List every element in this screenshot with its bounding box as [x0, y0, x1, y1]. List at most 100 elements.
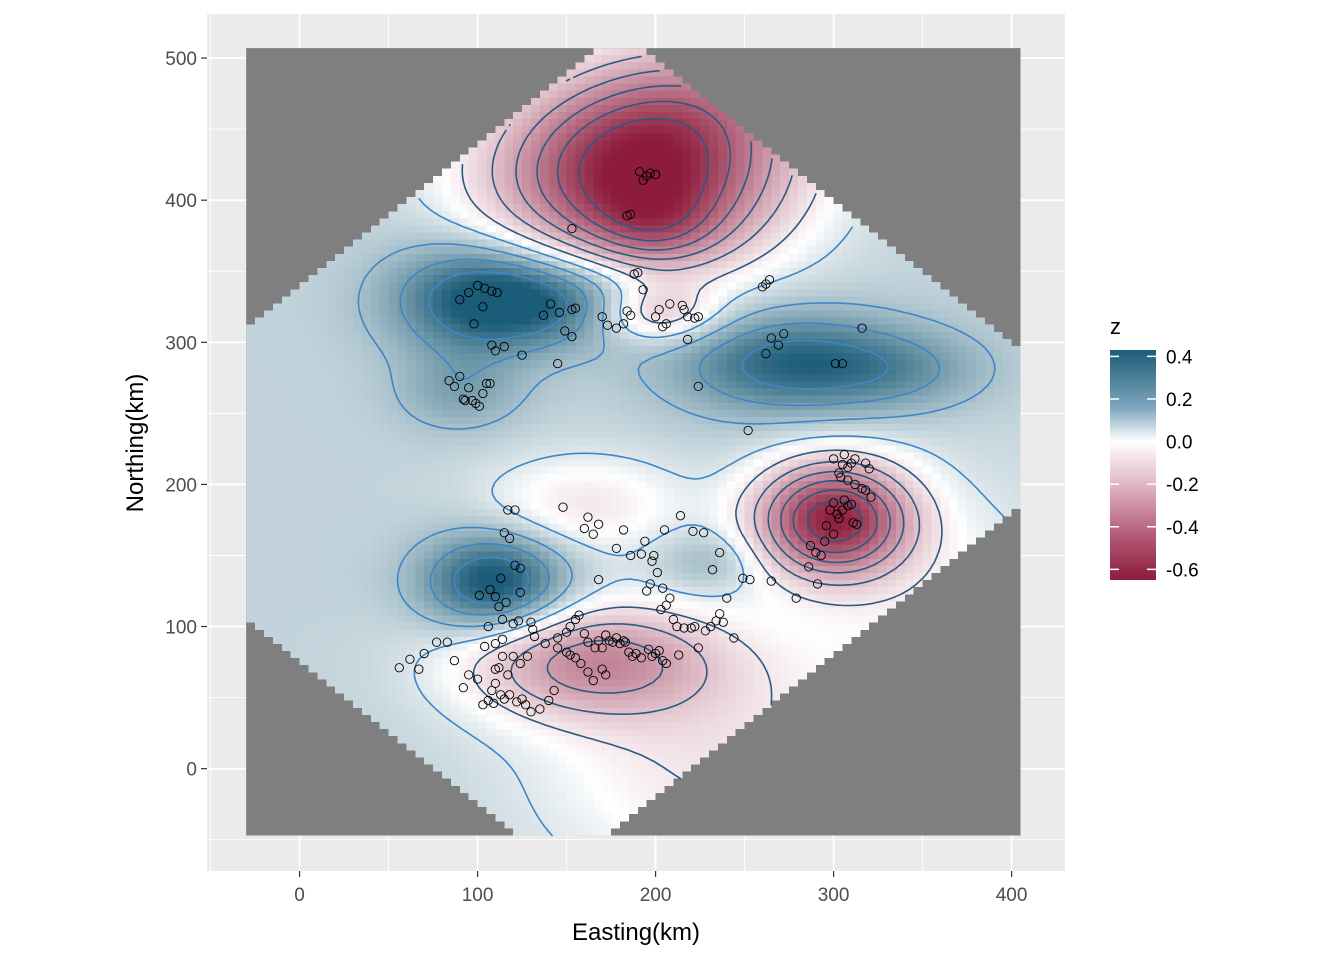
observation-point [654, 646, 664, 656]
observation-point [843, 475, 853, 485]
observation-point [839, 495, 849, 505]
observation-point [588, 529, 598, 539]
observation-point [821, 520, 832, 531]
observation-point [860, 458, 871, 468]
observation-point [490, 346, 501, 356]
observation-point [455, 371, 465, 382]
y-tick-label: 400 [165, 191, 197, 212]
contour-line [357, 243, 996, 628]
y-axis-title: Northing(km) [122, 374, 149, 513]
observation-point [471, 398, 481, 409]
x-tick-label: 100 [462, 885, 494, 906]
observation-point [812, 579, 823, 589]
observation-point [626, 209, 636, 220]
observation-point [645, 168, 655, 178]
legend-colorbar [1110, 350, 1156, 580]
observation-point [620, 637, 630, 647]
observation-point [487, 685, 497, 696]
x-tick-label: 200 [640, 885, 672, 906]
legend-label: 0.2 [1166, 390, 1192, 411]
observation-point [627, 651, 638, 662]
observation-point [394, 663, 404, 673]
contour-line [428, 271, 889, 605]
observation-point [529, 631, 540, 642]
observation-point [593, 574, 604, 585]
observation-point [828, 529, 839, 539]
observation-point [478, 302, 488, 312]
observation-point [615, 638, 625, 649]
observation-point [485, 584, 495, 595]
observation-point [553, 633, 563, 643]
observation-point [579, 523, 590, 534]
legend-label: -0.2 [1166, 475, 1199, 496]
observation-point [593, 519, 604, 529]
observation-point [478, 388, 488, 399]
legend-label: 0.0 [1166, 433, 1192, 454]
observation-point [659, 525, 670, 535]
y-tick-label: 500 [165, 49, 197, 70]
observation-point [661, 319, 671, 329]
observation-point [474, 401, 485, 411]
observation-point [504, 533, 515, 544]
observation-point [442, 637, 452, 647]
observation-point [567, 331, 577, 342]
observation-point [852, 519, 862, 529]
observation-point [487, 340, 497, 350]
observation-point [460, 395, 470, 406]
observation-point [649, 550, 659, 561]
observation-point [764, 275, 775, 285]
observation-point [458, 683, 468, 693]
observation-point [444, 376, 454, 386]
observation-point [554, 307, 565, 318]
observation-point [658, 322, 668, 332]
observation-point [805, 540, 816, 551]
observation-point [837, 358, 848, 369]
observation-point [480, 641, 490, 652]
observation-point [515, 587, 525, 598]
observation-point [567, 223, 577, 234]
observation-point [455, 295, 465, 305]
observation-point [508, 619, 518, 629]
observation-point [553, 358, 563, 369]
observation-point [553, 643, 563, 653]
observation-point [483, 695, 493, 706]
observation-point [693, 381, 703, 392]
observation-point [414, 664, 424, 674]
observation-point [574, 610, 584, 620]
observation-point [515, 658, 525, 669]
observation-point [837, 459, 848, 470]
observation-point [503, 670, 513, 680]
observation-point [517, 350, 527, 360]
observation-point [650, 169, 661, 180]
observation-point [857, 323, 867, 333]
observation-point [544, 695, 554, 706]
observation-point [458, 394, 468, 404]
legend-label: -0.6 [1166, 560, 1199, 581]
observation-point [467, 395, 477, 406]
observation-point [449, 656, 460, 666]
observation-point [540, 638, 550, 649]
contour-line [578, 117, 863, 543]
y-tick-label: 100 [165, 618, 197, 639]
observation-point [633, 268, 643, 278]
observation-point [510, 560, 520, 571]
observation-point [538, 310, 549, 320]
x-tick-label: 400 [996, 885, 1028, 906]
observation-point [513, 616, 524, 626]
observation-point [565, 650, 575, 660]
observation-point [464, 383, 474, 393]
observation-point [706, 621, 716, 632]
observation-point [698, 528, 709, 538]
x-axis-ticks: 0 100 200 300 400 [294, 871, 1027, 906]
observation-point [583, 667, 593, 677]
observation-point [672, 621, 682, 632]
observation-point [565, 621, 575, 632]
observation-point [766, 333, 776, 343]
x-axis-title: Easting(km) [572, 919, 700, 946]
observation-point [654, 304, 664, 315]
observation-point [638, 175, 648, 185]
observation-point [583, 512, 593, 522]
observation-point [816, 550, 826, 561]
observation-point [846, 499, 857, 509]
